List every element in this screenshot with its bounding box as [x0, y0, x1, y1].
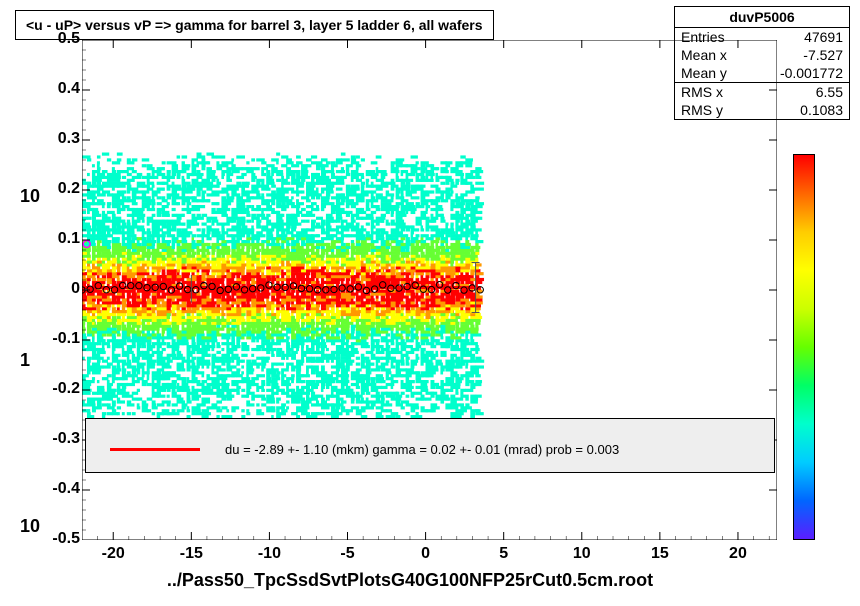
- y-tick-label: 0.1: [45, 230, 80, 248]
- x-tick-label: 10: [573, 545, 591, 563]
- colorbar-tick: 1: [20, 350, 838, 371]
- plot-title: <u - uP> versus vP => gamma for barrel 3…: [15, 10, 494, 40]
- x-tick-label: 5: [499, 545, 508, 563]
- y-tick-label: -0.2: [45, 380, 80, 398]
- x-tick-label: 0: [421, 545, 430, 563]
- y-tick-label: -0.1: [45, 330, 80, 348]
- x-tick-label: -15: [180, 545, 203, 563]
- x-tick-label: 15: [651, 545, 669, 563]
- y-tick-label: -0.4: [45, 480, 80, 498]
- y-tick-label: 0.5: [45, 30, 80, 48]
- x-tick-label: -5: [340, 545, 354, 563]
- x-tick-label: -20: [102, 545, 125, 563]
- stats-value: 0.1083: [800, 102, 843, 118]
- fit-legend-text: du = -2.89 +- 1.10 (mkm) gamma = 0.02 +-…: [225, 442, 619, 457]
- x-tick-label: -10: [258, 545, 281, 563]
- y-tick-label: 0.4: [45, 80, 80, 98]
- stats-value: -0.001772: [780, 65, 843, 81]
- stats-name: duvP5006: [675, 7, 849, 28]
- x-tick-label: 20: [729, 545, 747, 563]
- stats-value: 6.55: [816, 84, 843, 100]
- colorbar-tick: 10: [20, 186, 845, 207]
- x-axis-label: ../Pass50_TpcSsdSvtPlotsG40G100NFP25rCut…: [0, 570, 820, 591]
- y-tick-label: 0: [45, 280, 80, 298]
- y-tick-label: -0.3: [45, 430, 80, 448]
- colorbar: [793, 154, 815, 540]
- stats-value: -7.527: [803, 47, 843, 63]
- fit-legend-line: [110, 448, 200, 451]
- y-tick-label: 0.3: [45, 130, 80, 148]
- stats-value: 47691: [804, 29, 843, 45]
- colorbar-tick: 10: [20, 516, 845, 537]
